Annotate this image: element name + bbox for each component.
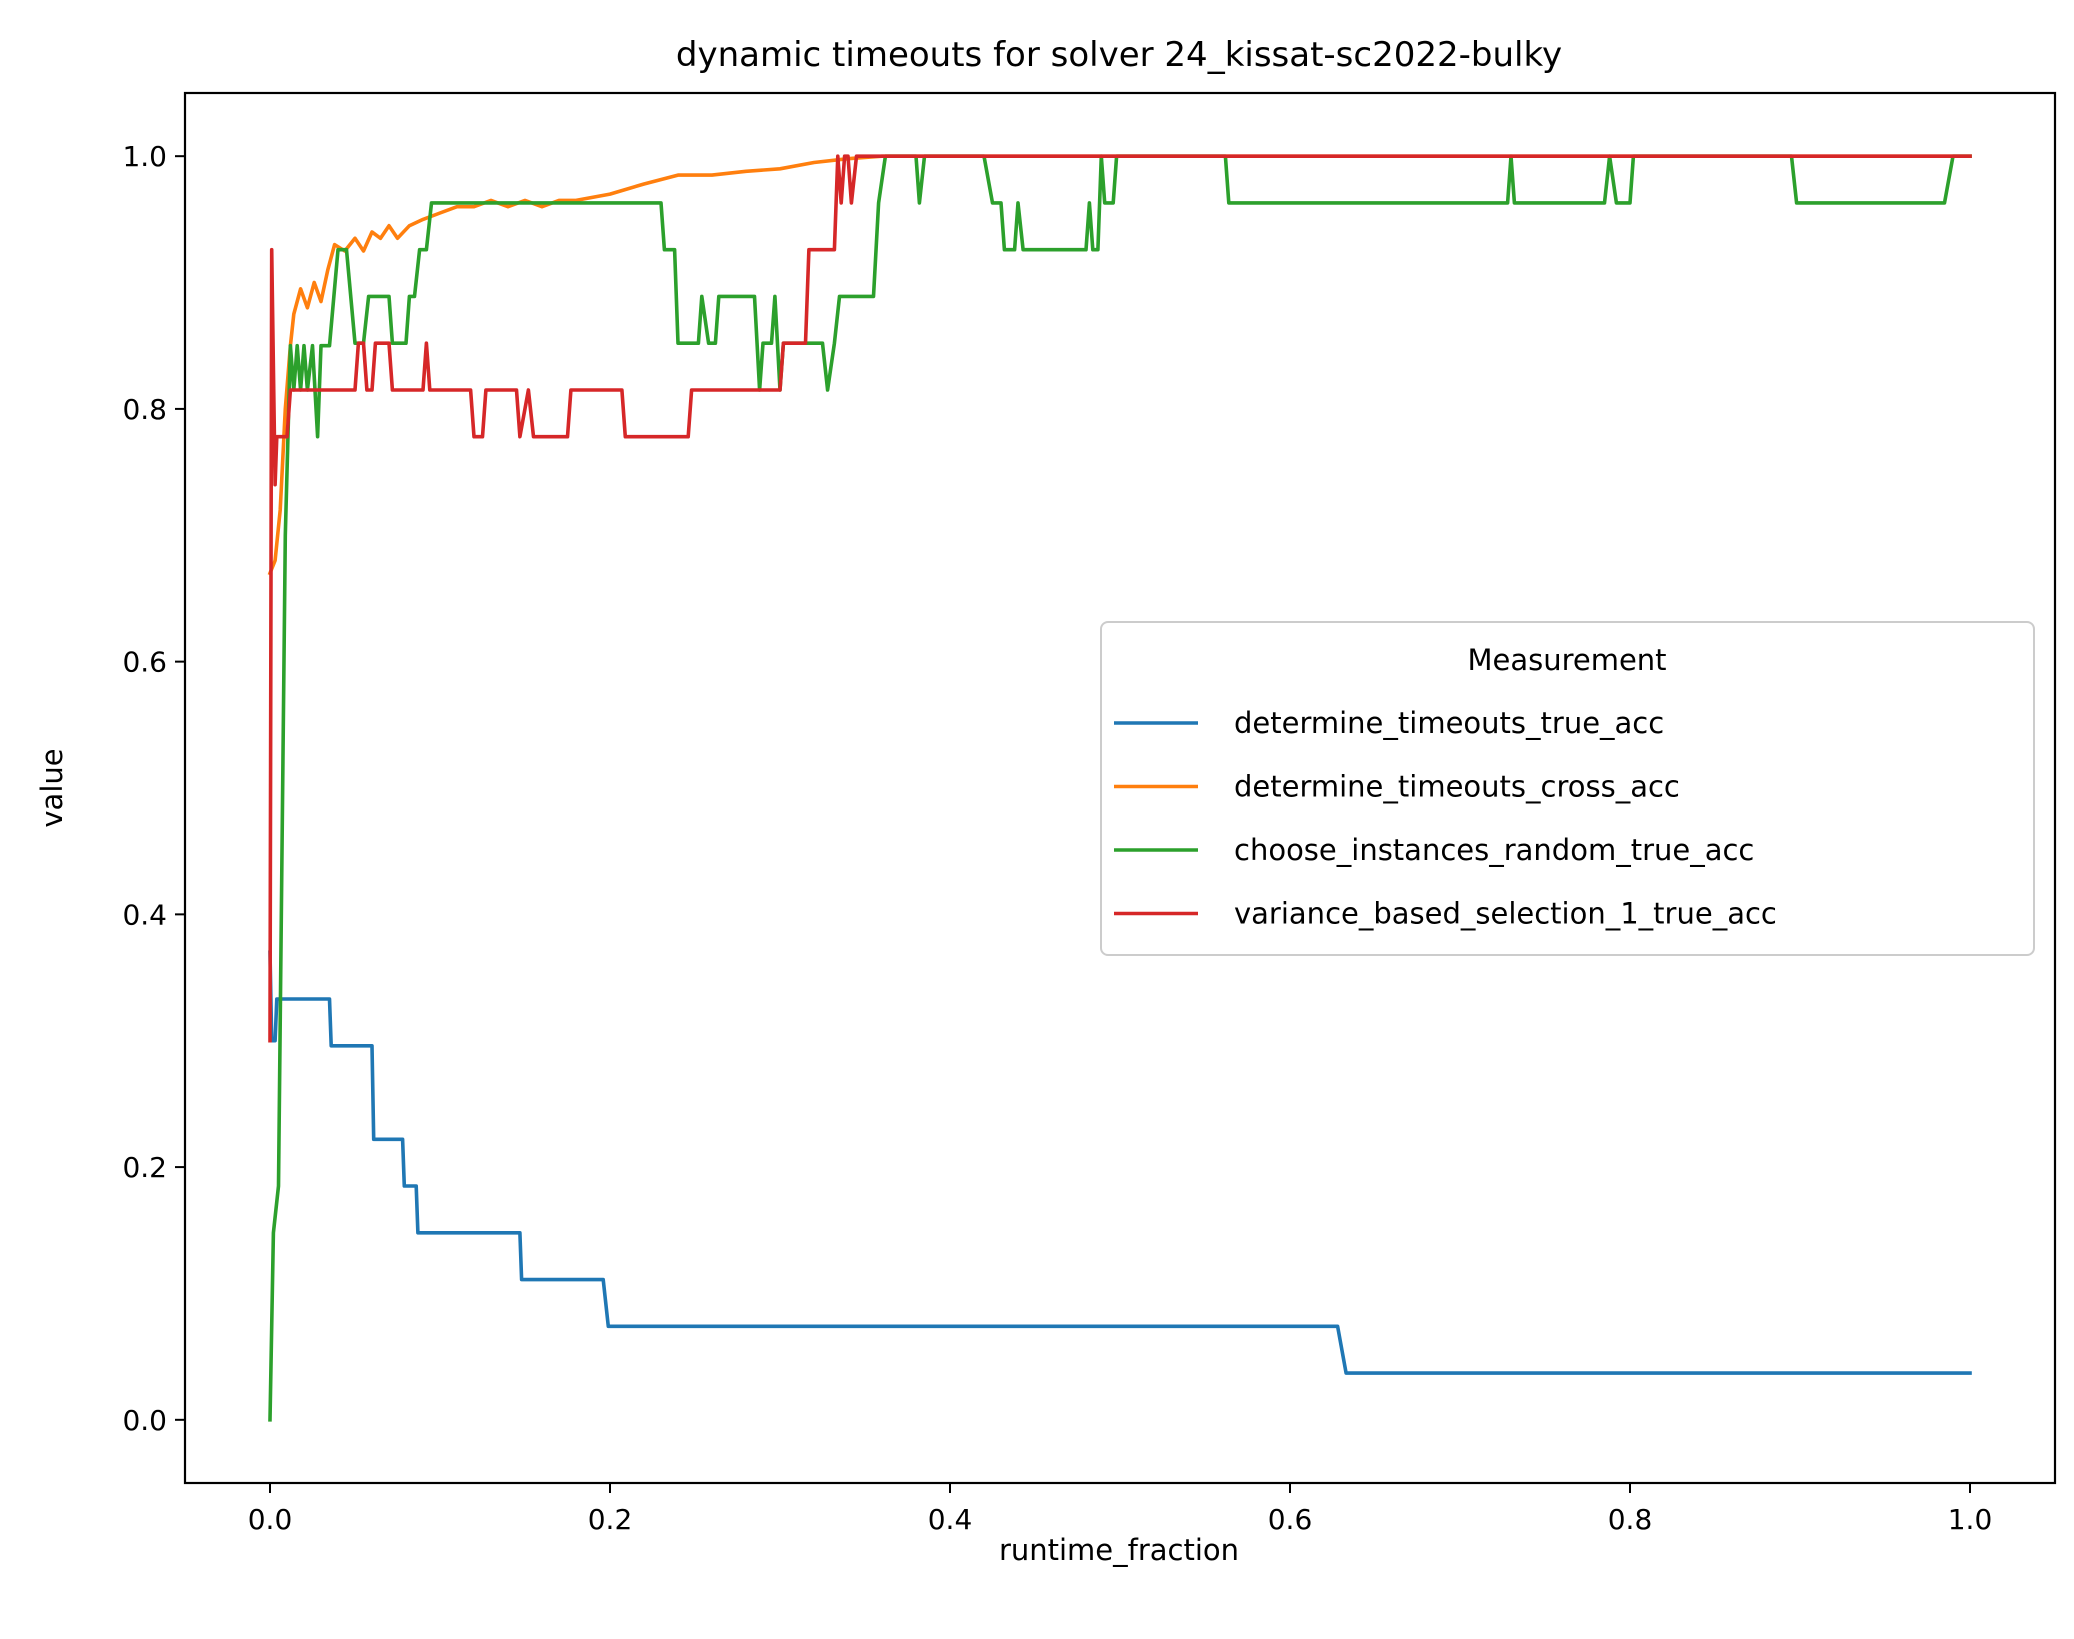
x-axis-ticks: 0.0 0.2 0.4 0.6 0.8 1.0	[248, 1483, 1993, 1536]
legend: Measurement determine_timeouts_true_accd…	[1100, 621, 2035, 956]
series-line-determine-timeouts-true-acc	[268, 950, 1972, 1375]
legend-label: determine_timeouts_true_acc	[1234, 706, 1664, 740]
y-tick-label: 0.8	[122, 393, 167, 426]
y-tick-label: 0.4	[122, 898, 167, 931]
legend-label: choose_instances_random_true_acc	[1234, 833, 1754, 867]
y-tick-label: 0.2	[122, 1151, 167, 1184]
chart-title: dynamic timeouts for solver 24_kissat-sc…	[676, 35, 1562, 75]
x-tick-label: 0.4	[928, 1503, 973, 1536]
y-axis-ticks: 0.0 0.2 0.4 0.6 0.8 1.0	[122, 140, 185, 1437]
y-tick-label: 1.0	[122, 140, 167, 173]
legend-box	[1100, 621, 2035, 956]
x-axis-label: runtime_fraction	[999, 1533, 1239, 1567]
series-line-variance-based-selection-1-true-acc	[268, 154, 1972, 1043]
x-tick-label: 0.6	[1268, 1503, 1313, 1536]
legend-title: Measurement	[1467, 643, 1666, 677]
plot-frame	[183, 91, 2057, 1485]
legend-entries: determine_timeouts_true_acc determine_tim…	[1114, 706, 1777, 931]
x-tick-label: 1.0	[1948, 1503, 1993, 1536]
series-line-determine-timeouts-cross-acc	[267, 154, 1972, 576]
y-tick-label: 0.0	[122, 1404, 167, 1437]
legend-label: determine_timeouts_cross_acc	[1234, 770, 1680, 804]
legend-label: variance_based_selection_1_true_acc	[1234, 897, 1777, 931]
x-tick-label: 0.2	[588, 1503, 633, 1536]
plot-lines	[267, 154, 1972, 1422]
x-tick-label: 0.0	[248, 1503, 293, 1536]
y-axis-label: value	[35, 748, 69, 827]
y-tick-label: 0.6	[122, 646, 167, 679]
x-tick-label: 0.8	[1608, 1503, 1653, 1536]
